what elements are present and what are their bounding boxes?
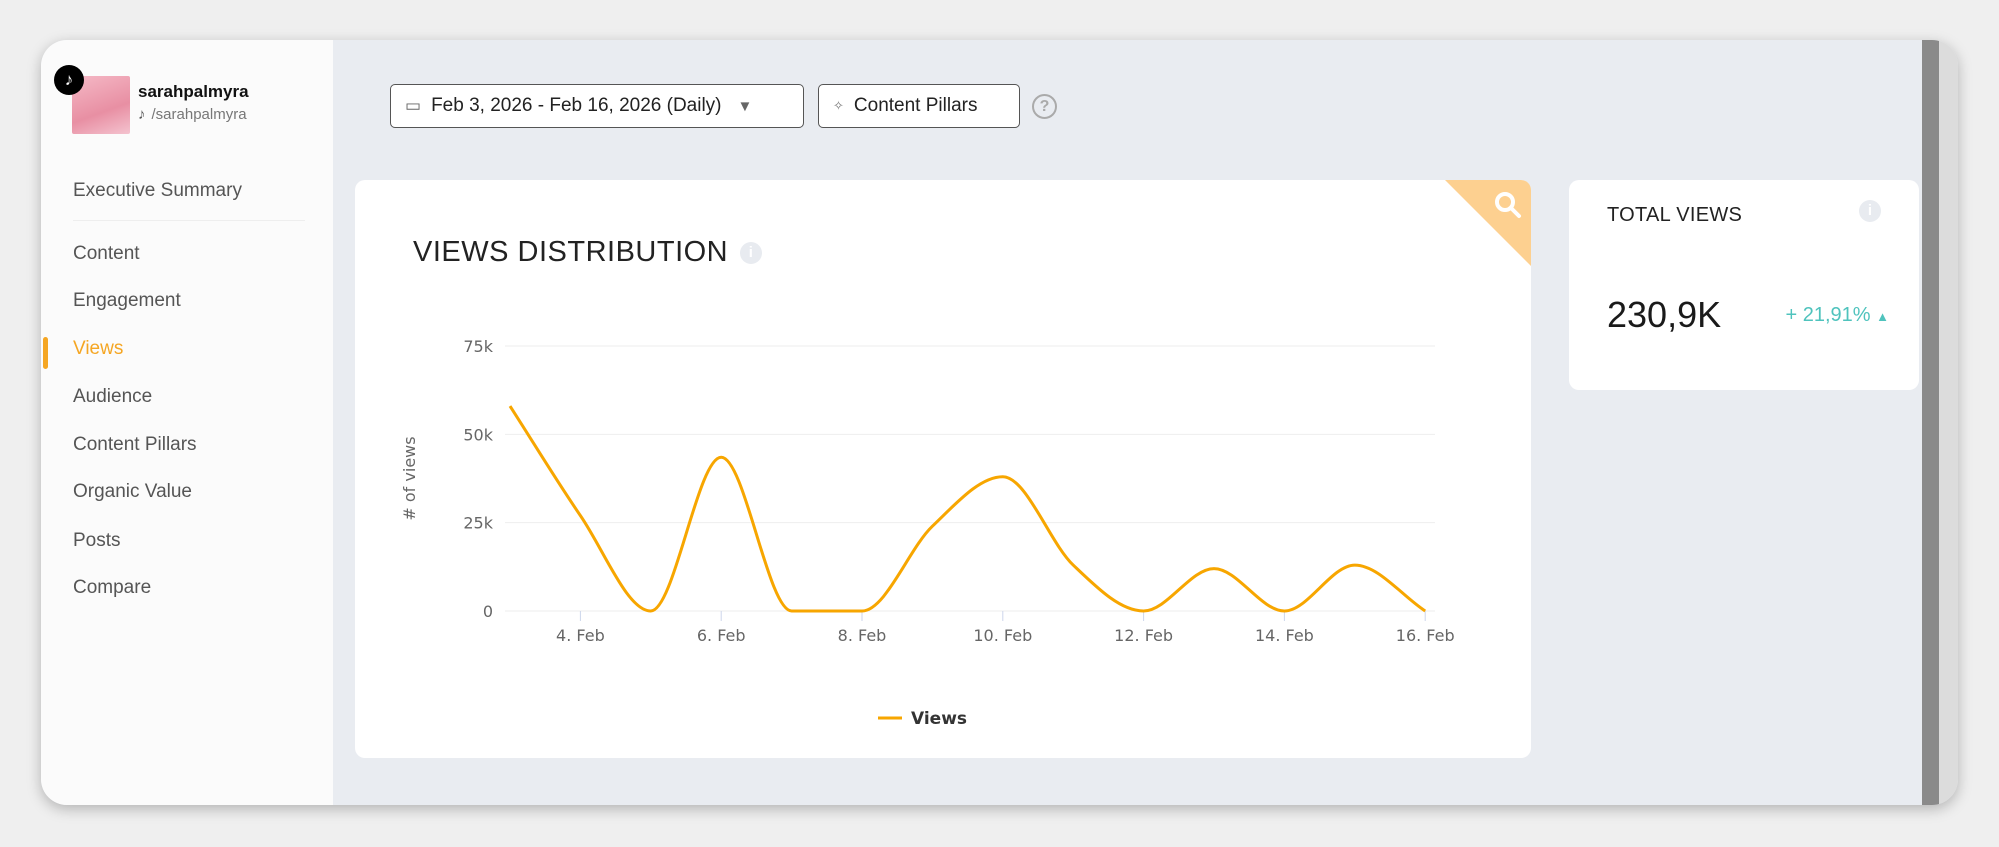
search-icon[interactable] xyxy=(1493,190,1523,220)
total-views-change: + 21,91% ▲ xyxy=(1785,304,1889,327)
sidebar-item-engagement[interactable]: Engagement xyxy=(73,290,181,311)
date-range-picker[interactable]: ▭ Feb 3, 2026 - Feb 16, 2026 (Daily) ▼ xyxy=(390,84,804,128)
sidebar-item-content-pillars[interactable]: Content Pillars xyxy=(73,434,197,455)
info-icon[interactable]: i xyxy=(740,242,763,265)
y-tick-label: 50k xyxy=(463,425,493,444)
sidebar-item-views[interactable]: Views xyxy=(73,338,124,359)
views-chart: 0 25k 50k 75k # of views 4. Feb 6. Feb 8. Feb 10… xyxy=(400,337,1455,729)
sidebar-item-compare[interactable]: Compare xyxy=(73,577,152,598)
sidebar-item-content[interactable]: Content xyxy=(73,243,140,264)
app-window: ♪ sarahpalmyra ♪ /sarahpalmyra Executive … xyxy=(41,40,1958,805)
change-text: + 21,91% xyxy=(1785,304,1871,326)
content-pillars-button[interactable]: ✧ Content Pillars xyxy=(818,84,1020,128)
info-icon[interactable]: i xyxy=(1859,200,1881,222)
date-range-label: Feb 3, 2026 - Feb 16, 2026 (Daily) xyxy=(431,95,722,116)
scrollbar[interactable] xyxy=(1922,40,1939,805)
sidebar-item-audience[interactable]: Audience xyxy=(73,386,153,407)
y-tick-label: 75k xyxy=(463,337,493,356)
tiktok-icon: ♪ xyxy=(54,65,84,95)
handle-text: /sarahpalmyra xyxy=(151,106,247,123)
x-tick-label: 8. Feb xyxy=(838,626,887,645)
help-icon[interactable]: ? xyxy=(1032,94,1057,119)
sparkle-icon: ✧ xyxy=(833,98,844,113)
series-line-views xyxy=(508,405,1427,613)
handle: ♪ /sarahpalmyra xyxy=(138,106,247,123)
sidebar: ♪ sarahpalmyra ♪ /sarahpalmyra Executive … xyxy=(41,40,333,805)
legend-label[interactable]: Views xyxy=(911,709,967,729)
tiktok-icon: ♪ xyxy=(138,106,146,123)
username: sarahpalmyra xyxy=(138,82,249,101)
x-tick-label: 14. Feb xyxy=(1255,626,1314,645)
caret-down-icon: ▼ xyxy=(737,97,753,115)
views-distribution-card: VIEWS DISTRIBUTION i 0 25k 50k 75k # of views… xyxy=(355,180,1531,758)
content-pillars-label: Content Pillars xyxy=(853,95,978,116)
card-title: VIEWS DISTRIBUTION i xyxy=(413,236,763,269)
sidebar-item-posts[interactable]: Posts xyxy=(73,530,121,551)
scrollbar-track xyxy=(1939,40,1958,805)
sidebar-item-executive-summary[interactable]: Executive Summary xyxy=(73,180,242,201)
arrow-up-icon: ▲ xyxy=(1876,309,1889,324)
total-views-title: TOTAL VIEWS xyxy=(1607,204,1743,226)
x-tick-label: 4. Feb xyxy=(556,626,605,645)
active-indicator xyxy=(43,337,48,369)
x-tick-label: 12. Feb xyxy=(1114,626,1173,645)
y-tick-label: 0 xyxy=(483,602,493,621)
total-views-value: 230,9K xyxy=(1607,294,1722,335)
card-title-text: VIEWS DISTRIBUTION xyxy=(413,236,729,268)
y-tick-label: 25k xyxy=(463,514,493,533)
y-axis-label: # of views xyxy=(400,436,419,520)
sidebar-item-organic-value[interactable]: Organic Value xyxy=(73,481,192,502)
x-tick-label: 6. Feb xyxy=(697,626,746,645)
calendar-icon: ▭ xyxy=(405,96,422,115)
x-tick-label: 16. Feb xyxy=(1396,626,1455,645)
divider xyxy=(73,220,305,221)
total-views-card: TOTAL VIEWS i 230,9K + 21,91% ▲ xyxy=(1569,180,1919,390)
x-tick-label: 10. Feb xyxy=(973,626,1032,645)
zoom-corner[interactable] xyxy=(1445,180,1531,266)
